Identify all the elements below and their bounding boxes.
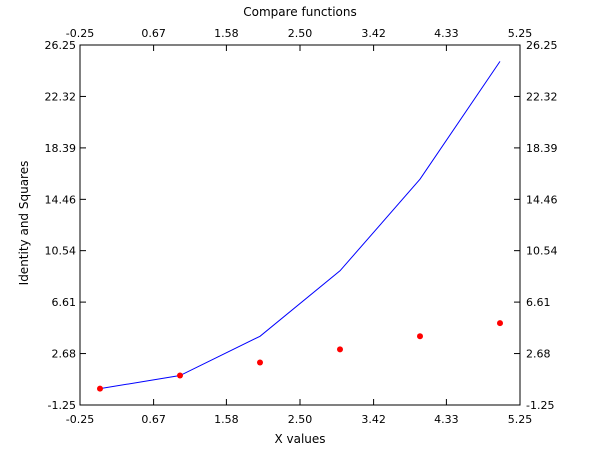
ticks-layer: -0.25 -0.25 0.67 0.67 1.58 1.58 2.50 2.50 3.42 3.… [45, 27, 558, 426]
x-tick-label-top: 2.50 [288, 27, 313, 40]
x-tick-label-bottom: 3.42 [361, 413, 386, 426]
y-tick-label-right: 2.68 [526, 348, 551, 361]
y-tick-label-right: 10.54 [526, 245, 558, 258]
chart-title: Compare functions [243, 5, 357, 19]
y-axis-label: Identity and Squares [17, 161, 31, 286]
x-tick-label-top: 4.33 [434, 27, 459, 40]
line-series-0 [99, 61, 501, 390]
y-tick-label-left: 14.46 [45, 193, 77, 206]
scatter-point [337, 346, 343, 353]
x-tick-label-top: 3.42 [361, 27, 386, 40]
y-tick-label-right: -1.25 [526, 399, 554, 412]
x-tick-label-bottom: 2.50 [288, 413, 313, 426]
x-tick-label-bottom: 1.58 [214, 413, 239, 426]
y-tick-label-right: 22.32 [526, 90, 558, 103]
y-tick-label-right: 18.39 [526, 142, 558, 155]
scatter-point [497, 320, 503, 327]
x-tick-label-top: 5.25 [508, 27, 533, 40]
y-tick-label-left: 22.32 [45, 90, 77, 103]
series-layer [97, 61, 503, 392]
x-tick-label-bottom: 5.25 [508, 413, 533, 426]
y-tick-label-left: 26.25 [45, 39, 77, 52]
x-tick-label-bottom: -0.25 [66, 413, 94, 426]
x-tick-label-bottom: 4.33 [434, 413, 459, 426]
y-tick-label-right: 14.46 [526, 193, 558, 206]
x-tick-label-top: 1.58 [214, 27, 239, 40]
x-tick-label-top: -0.25 [66, 27, 94, 40]
scatter-point [97, 385, 103, 392]
x-tick-label-bottom: 0.67 [141, 413, 166, 426]
plot-frame [79, 44, 521, 406]
scatter-point [177, 372, 183, 379]
scatter-point [257, 359, 263, 366]
y-tick-label-left: -1.25 [48, 399, 76, 412]
y-tick-label-right: 26.25 [526, 39, 558, 52]
x-tick-label-top: 0.67 [141, 27, 166, 40]
y-tick-label-left: 10.54 [45, 245, 77, 258]
scatter-point [417, 333, 423, 340]
y-tick-label-left: 2.68 [52, 348, 77, 361]
y-tick-label-left: 6.61 [52, 296, 77, 309]
y-tick-label-left: 18.39 [45, 142, 77, 155]
y-tick-label-right: 6.61 [526, 296, 551, 309]
x-axis-label: X values [274, 432, 325, 446]
